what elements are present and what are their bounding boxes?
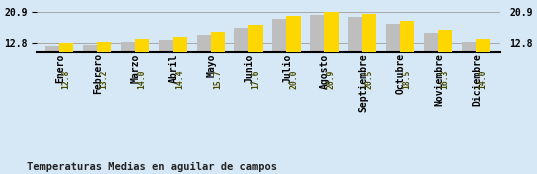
Bar [135,39,149,92]
Bar [438,30,452,92]
Text: 20.5: 20.5 [365,70,374,89]
Text: 14.0: 14.0 [137,70,147,89]
Text: 15.7: 15.7 [213,70,222,89]
Bar [235,28,249,92]
Bar [476,39,490,92]
Text: Temperaturas Medias en aguilar de campos: Temperaturas Medias en aguilar de campos [27,162,277,172]
Bar [286,16,301,92]
Text: 13.2: 13.2 [99,70,108,89]
Bar [59,43,74,92]
Text: 12.8: 12.8 [62,70,71,89]
Bar [197,35,211,92]
Bar [211,32,225,92]
Bar [400,21,415,92]
Bar [97,42,111,92]
Bar [324,12,339,92]
Text: 14.4: 14.4 [176,70,184,89]
Bar [462,42,476,92]
Bar [310,15,324,92]
Text: 20.0: 20.0 [289,70,298,89]
Bar [45,46,60,92]
Bar [424,33,438,92]
Bar [121,42,135,92]
Bar [173,37,187,92]
Bar [83,45,97,92]
Text: 16.3: 16.3 [440,70,449,89]
Bar [386,24,401,92]
Text: 18.5: 18.5 [403,70,412,89]
Bar [158,40,173,92]
Bar [249,25,263,92]
Bar [362,14,376,92]
Text: 14.0: 14.0 [478,70,488,89]
Text: 20.9: 20.9 [327,70,336,89]
Text: 17.6: 17.6 [251,70,260,89]
Bar [272,19,287,92]
Bar [348,17,362,92]
